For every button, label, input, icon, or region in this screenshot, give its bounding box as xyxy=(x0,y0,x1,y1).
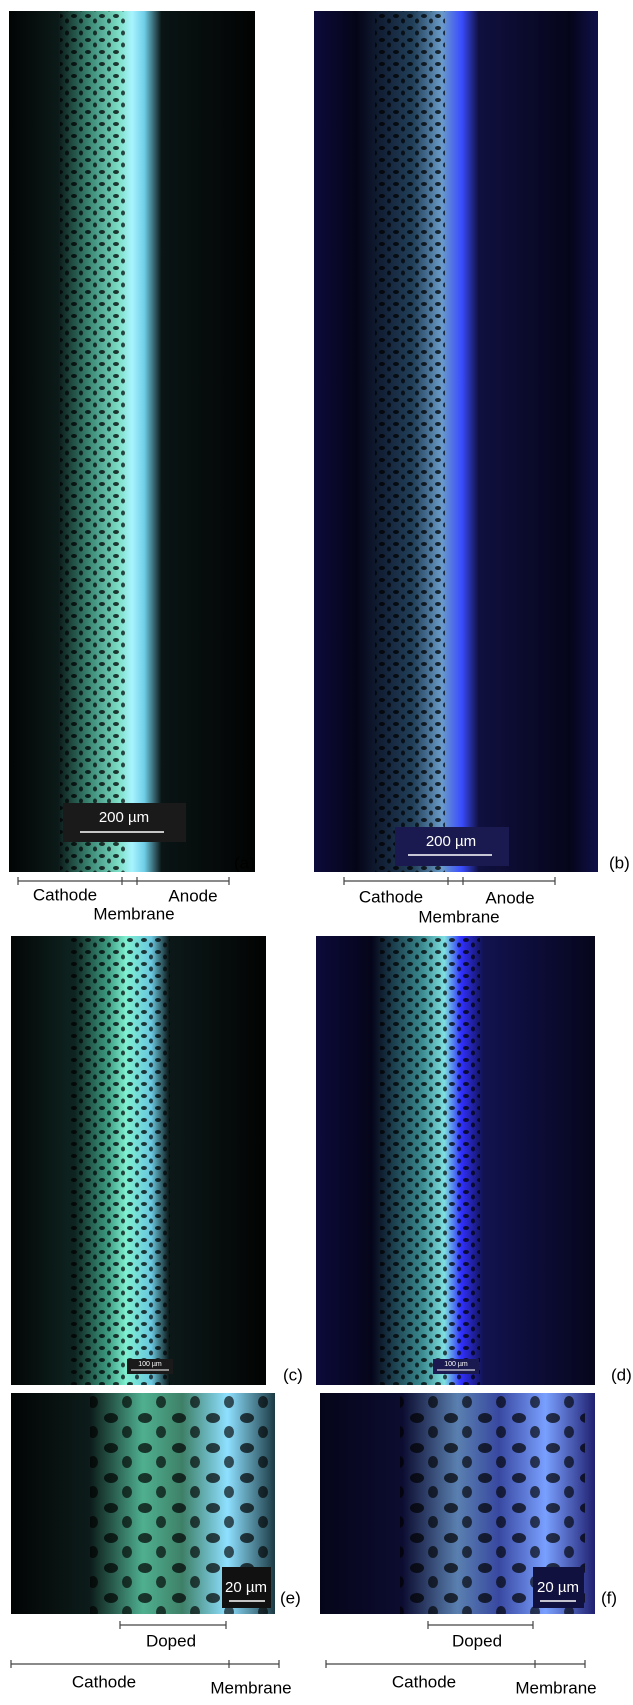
region-bracket xyxy=(18,877,555,885)
region-label: Doped xyxy=(452,1631,502,1650)
particle-overlay xyxy=(70,936,170,1385)
region-label: Anode xyxy=(168,886,217,905)
region-label: Membrane xyxy=(210,1678,291,1697)
region-label: Membrane xyxy=(515,1678,596,1697)
region-label: Cathode xyxy=(33,885,97,904)
micrograph xyxy=(9,11,255,872)
scale-bar-label: 20 µm xyxy=(537,1579,579,1596)
particle-overlay xyxy=(375,11,445,872)
panel-label: (b) xyxy=(609,853,630,872)
region-label: Anode xyxy=(485,888,534,907)
scale-bar-label: 100 µm xyxy=(444,1361,468,1368)
scale-bar-label: 200 µm xyxy=(99,809,149,826)
region-label: Cathode xyxy=(392,1672,456,1691)
panel-label: (d) xyxy=(611,1365,632,1384)
scale-bar-label: 100 µm xyxy=(138,1361,162,1368)
scale-bar-label: 200 µm xyxy=(426,833,476,850)
panel-label: (a) xyxy=(234,853,255,872)
region-label: Doped xyxy=(146,1631,196,1650)
particle-overlay xyxy=(60,11,125,872)
region-label: Membrane xyxy=(93,904,174,923)
micrograph xyxy=(314,11,598,872)
panel-label: (e) xyxy=(280,1588,301,1607)
page: 200 µm (a) 200 µm (b) Cathode Anode Memb… xyxy=(0,0,633,1700)
region-label: Cathode xyxy=(359,887,423,906)
panel-label: (c) xyxy=(283,1365,303,1384)
scale-bar-label: 20 µm xyxy=(225,1579,267,1596)
figure: 200 µm (a) 200 µm (b) Cathode Anode Memb… xyxy=(0,0,633,1700)
particle-overlay xyxy=(380,936,480,1385)
panel-label: (f) xyxy=(601,1588,617,1607)
region-label: Membrane xyxy=(418,907,499,926)
region-label: Cathode xyxy=(72,1672,136,1691)
